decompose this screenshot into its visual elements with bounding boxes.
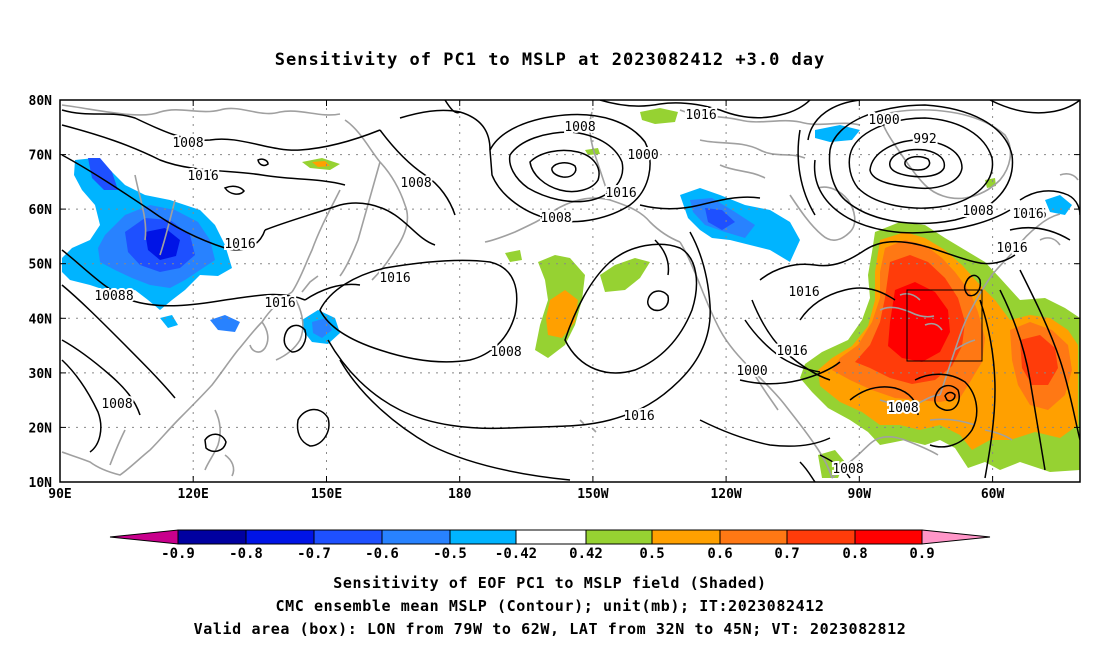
colorbar-label: -0.5 [433, 546, 467, 562]
lat-label: 40N [29, 312, 53, 327]
lon-label: 90E [48, 487, 71, 502]
map-frame [59, 99, 1081, 483]
isobar-label: 992 [913, 132, 936, 147]
colorbar-segment [449, 529, 517, 545]
lon-label: 120W [710, 487, 741, 502]
isobar-label: 1016 [788, 285, 819, 300]
caption-shading: Sensitivity of EOF PC1 to MSLP field (Sh… [333, 574, 767, 592]
isobar-label: 1008 [490, 345, 521, 360]
colorbar-extend-high [921, 529, 991, 545]
colorbar-label: 0.5 [639, 546, 664, 562]
colorbar-extend-low [109, 529, 179, 545]
isobar-label: 1000 [736, 364, 767, 379]
lon-label: 150W [577, 487, 608, 502]
isobar-label: 1008 [172, 136, 203, 151]
colorbar-segment [245, 529, 315, 545]
lat-label: 60N [29, 203, 53, 218]
longitude-labels: 90E 120E 150E 180 150W 120W 90W 60W [48, 487, 1004, 502]
validation-box [906, 289, 983, 362]
isobar-label: 1008 [962, 204, 993, 219]
isobar-label: 1000 [627, 148, 658, 163]
colorbar [109, 529, 991, 545]
lon-label: 90W [848, 487, 872, 502]
isobar-label: 1016 [1012, 207, 1043, 222]
isobar-label: 1016 [379, 271, 410, 286]
colorbar-segment [719, 529, 788, 545]
isobar-label: 1008 [102, 289, 133, 304]
caption-valid-area: Valid area (box): LON from 79W to 62W, L… [193, 620, 907, 638]
isobar-label: 1016 [1015, 207, 1046, 222]
lon-label: 120E [178, 487, 209, 502]
lon-label: 180 [448, 487, 472, 502]
isobar-label: 1008 [101, 397, 132, 412]
colorbar-label: -0.9 [161, 546, 195, 562]
colorbar-segment [854, 529, 923, 545]
isobar-label: 1016 [1012, 207, 1043, 222]
colorbar-segment [585, 529, 653, 545]
colorbar-segment [381, 529, 451, 545]
isobar-label: 1016 [264, 296, 295, 311]
colorbar-segment [786, 529, 856, 545]
caption-contour: CMC ensemble mean MSLP (Contour); unit(m… [275, 597, 825, 615]
lon-label: 150E [311, 487, 342, 502]
lon-label: 60W [981, 487, 1005, 502]
colorbar-label: -0.7 [297, 546, 331, 562]
graticule [60, 100, 1080, 482]
lat-label: 20N [29, 421, 53, 436]
coastlines [61, 104, 1079, 479]
isobar-label: 1008 [832, 462, 863, 477]
colorbar-segment [515, 529, 587, 545]
latitude-labels: 80N 70N 60N 50N 40N 30N 20N 10N [29, 94, 53, 491]
isobar-label: 1008 [887, 401, 918, 416]
colorbar-label: 0.6 [707, 546, 732, 562]
colorbar-segment [313, 529, 383, 545]
colorbar-label: 0.8 [842, 546, 867, 562]
isobar-label: 1016 [776, 344, 807, 359]
axis-ticks [60, 100, 1080, 482]
colorbar-label: -0.8 [229, 546, 263, 562]
isobar-label: 1016 [187, 169, 218, 184]
isobar-label: 1016 [605, 186, 636, 201]
lat-label: 50N [29, 258, 53, 273]
lat-label: 30N [29, 367, 53, 382]
lat-label: 80N [29, 94, 53, 109]
negative-sensitivity-shading [62, 125, 1072, 344]
lat-label: 70N [29, 149, 53, 164]
isobar-label: 1008 [400, 176, 431, 191]
colorbar-segment [651, 529, 721, 545]
map-title: Sensitivity of PC1 to MSLP at 2023082412… [274, 50, 826, 70]
colorbar-label: 0.7 [774, 546, 799, 562]
colorbar-label: 0.9 [909, 546, 934, 562]
colorbar-label: -0.42 [495, 546, 537, 562]
isobar-label: 1016 [623, 409, 654, 424]
isobar-label: 1000 [868, 113, 899, 128]
colorbar-labels: -0.9 -0.8 -0.7 -0.6 -0.5 -0.42 0.42 0.5 … [161, 546, 935, 562]
colorbar-label: -0.6 [365, 546, 399, 562]
lat-label: 10N [29, 476, 53, 491]
isobar-label: 1016 [996, 241, 1027, 256]
isobar-label: 1008 [564, 120, 595, 135]
isobar-label: 1008 [94, 289, 125, 304]
colorbar-label: 0.42 [569, 546, 603, 562]
colorbar-segment [177, 529, 247, 545]
isobar-label: 1016 [685, 108, 716, 123]
isobar-label: 1008 [540, 211, 571, 226]
isobar-label: 1016 [224, 237, 255, 252]
